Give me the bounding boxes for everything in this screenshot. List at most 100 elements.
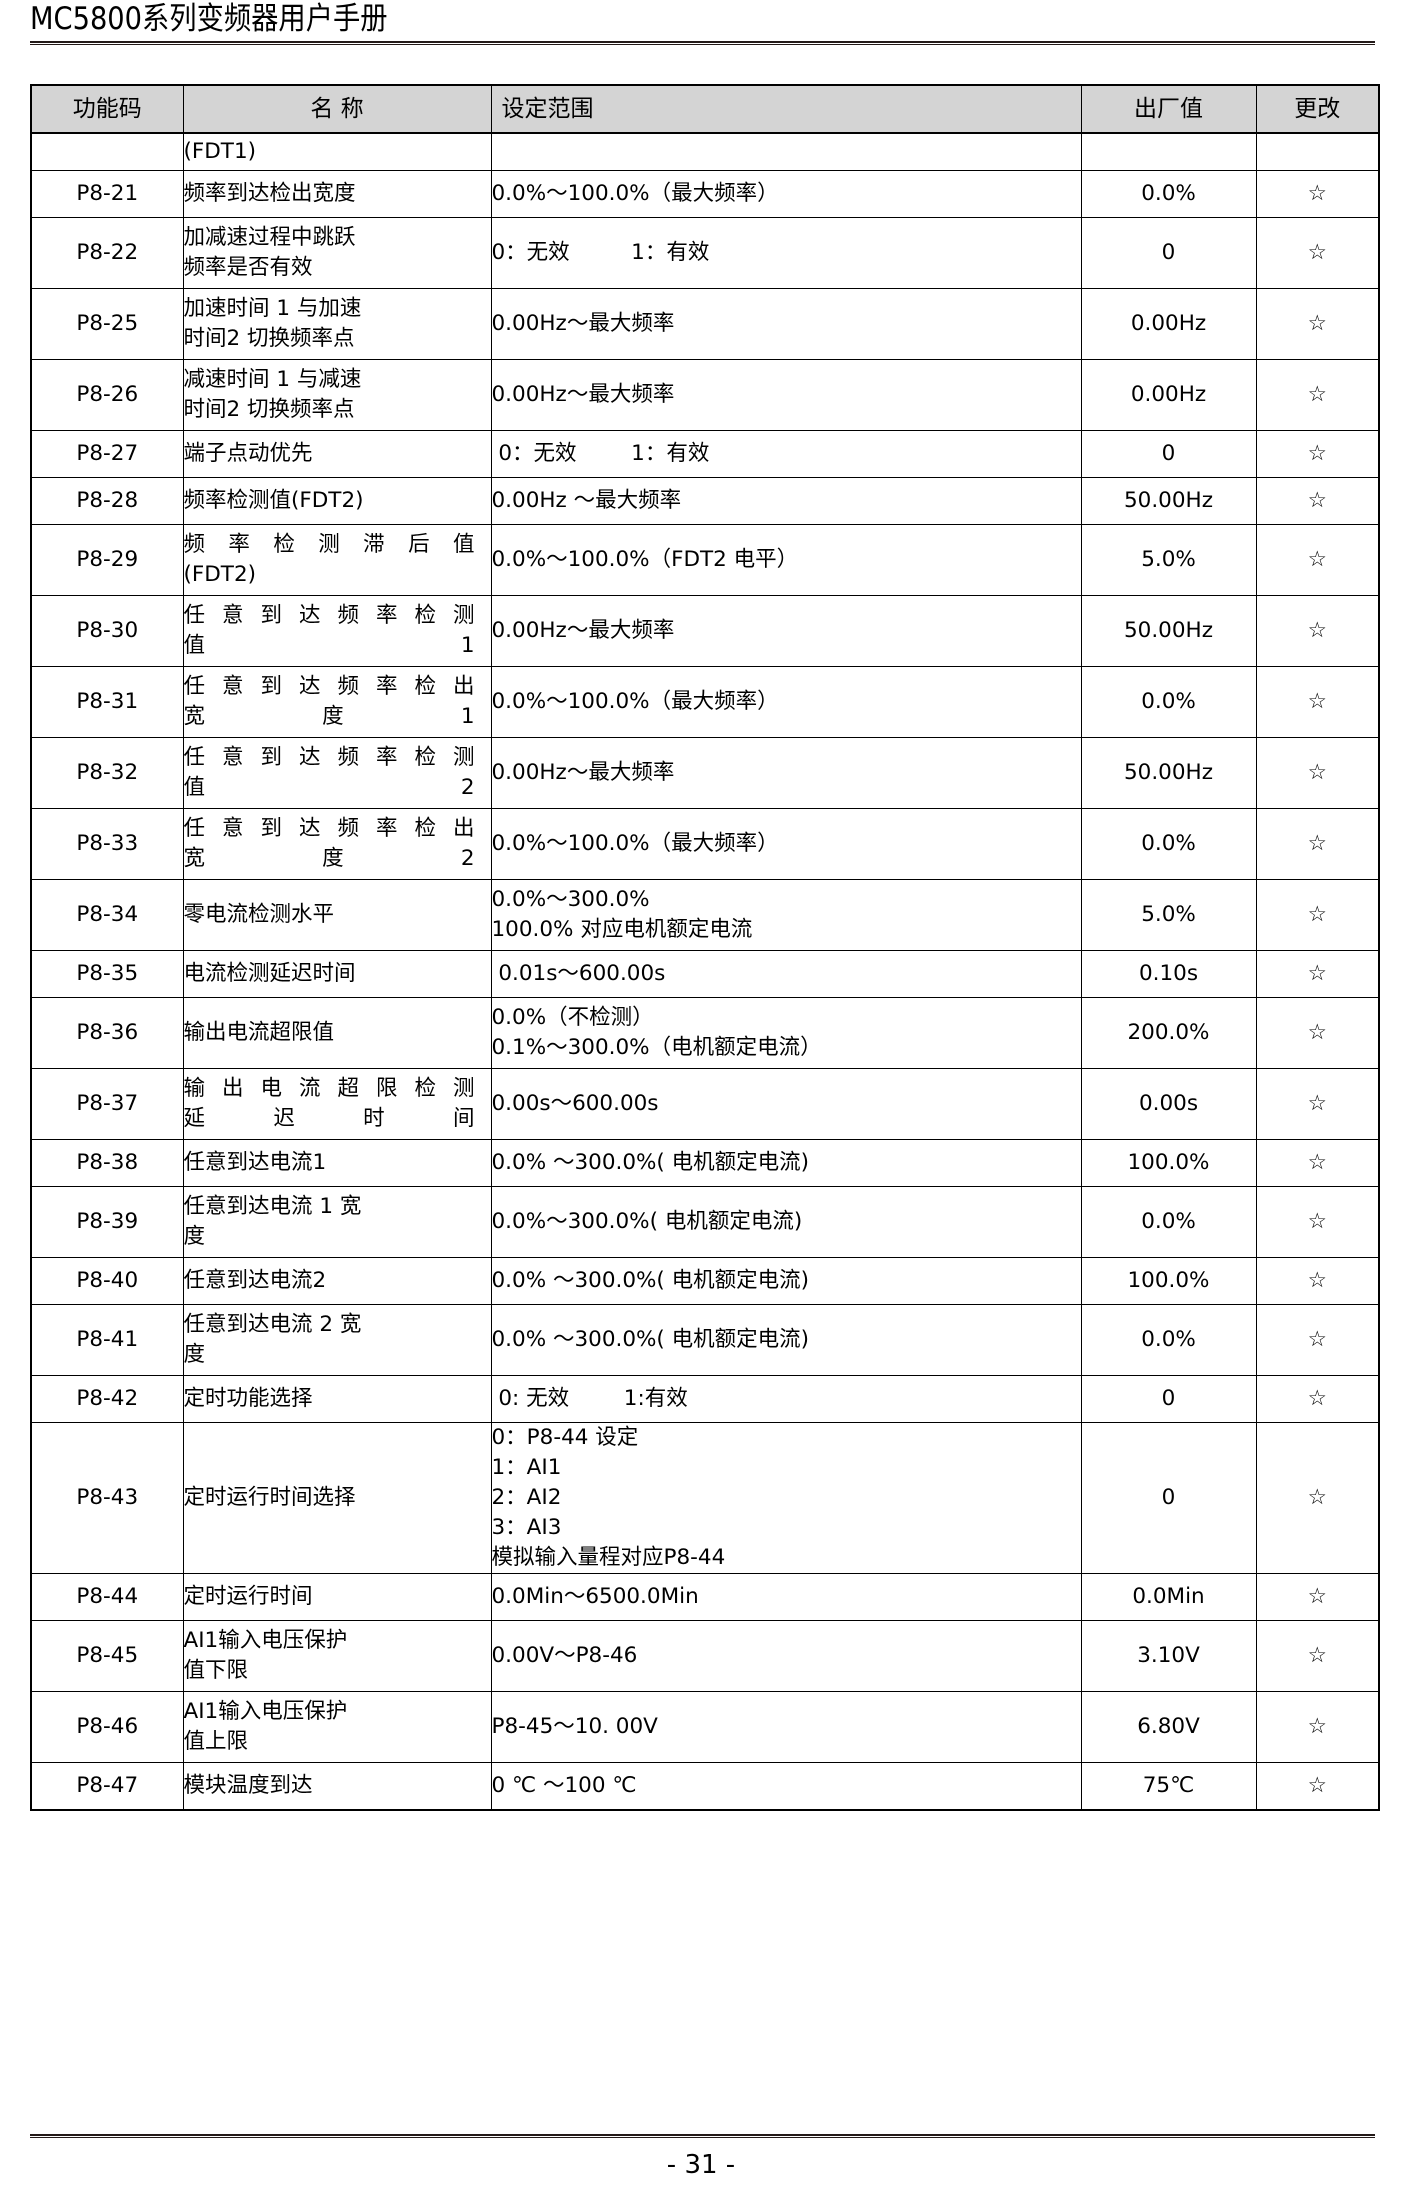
star-icon: ☆ [1307, 382, 1327, 407]
cell-parameter-name: 任 意 到 达 频 率 检 测值1 [182, 595, 492, 667]
cell-change-mark: ☆ [1255, 1573, 1380, 1621]
cell-parameter-name: 加减速过程中跳跃 频率是否有效 [182, 217, 492, 289]
star-icon: ☆ [1307, 760, 1327, 785]
cell-parameter-name-line: 任 意 到 达 频 率 检 测 [183, 745, 475, 770]
cell-parameter-name-line: 模块温度到达 [183, 1773, 313, 1798]
cell-factory-value: 100.0% [1080, 1257, 1257, 1305]
cell-factory-value: 50.00Hz [1080, 595, 1257, 667]
table-row: P8-47 模块温度到达 0 ℃ ～100 ℃ 75℃ ☆ [30, 1762, 1380, 1811]
cell-parameter-name-line: 值下限 [183, 1658, 249, 1683]
table-row: P8-36 输出电流超限值 0.0%（不检测） 0.1%～300.0%（电机额定电流）… [30, 997, 1380, 1069]
table-row: P8-26 减速时间 1 与减速 时间2 切换频率点 0.00Hz～最大频率 0.00H… [30, 359, 1380, 431]
table-row: P8-38 任意到达电流1 0.0% ～300.0%( 电机额定电流) 100.0% ☆ [30, 1139, 1380, 1187]
cell-setting-range-line: 0.00V～P8-46 [491, 1643, 638, 1668]
cell-parameter-name: 任意到达电流2 [182, 1257, 492, 1305]
cell-function-code: P8-39 [30, 1186, 184, 1258]
table-row: P8-40 任意到达电流2 0.0% ～300.0%( 电机额定电流) 100.0% ☆ [30, 1257, 1380, 1305]
cell-setting-range-line: 0: 无效 1:有效 [491, 1386, 688, 1411]
table-row: P8-43 定时运行时间选择 0：P8-44 设定 1：AI1 2：AI2 3：AI3 模拟… [30, 1422, 1380, 1574]
table-body: (FDT1) P8-21 频率到达检出宽度 0.0%～100.0%（最大频率） 0.0%… [30, 132, 1380, 1811]
cell-parameter-name-line: 任意到达电流 1 宽 [183, 1194, 362, 1219]
cell-parameter-name: 减速时间 1 与减速 时间2 切换频率点 [182, 359, 492, 431]
cell-change-mark: ☆ [1255, 217, 1380, 289]
cell-setting-range [490, 132, 1082, 171]
cell-change-mark: ☆ [1255, 997, 1380, 1069]
column-header-name: 名 称 [182, 84, 492, 134]
cell-function-code: P8-47 [30, 1762, 184, 1811]
cell-setting-range-line: 100.0% 对应电机额定电流 [491, 917, 753, 942]
table-row: P8-46 AI1输入电压保护 值上限 P8-45～10. 00V 6.80V ☆ [30, 1691, 1380, 1763]
star-icon: ☆ [1307, 488, 1327, 513]
cell-function-code: P8-35 [30, 950, 184, 998]
cell-setting-range-line: 0 ℃ ～100 ℃ [491, 1773, 637, 1798]
cell-factory-value: 0.0% [1080, 666, 1257, 738]
table-row: P8-32 任 意 到 达 频 率 检 测值2 0.00Hz～最大频率 50.00Hz… [30, 737, 1380, 809]
cell-function-code: P8-29 [30, 524, 184, 596]
cell-setting-range: 0.0%～100.0%（最大频率） [490, 666, 1082, 738]
cell-factory-value: 0.00Hz [1080, 359, 1257, 431]
cell-setting-range-line: 0.0%～300.0%( 电机额定电流) [491, 1209, 803, 1234]
table-row: P8-34 零电流检测水平 0.0%～300.0% 100.0% 对应电机额定电流 5.… [30, 879, 1380, 951]
cell-function-code: P8-33 [30, 808, 184, 880]
cell-parameter-name: 频 率 检 测 滞 后 值 (FDT2) [182, 524, 492, 596]
cell-parameter-name-line: 时间2 切换频率点 [183, 397, 355, 422]
cell-parameter-name-line: 时间2 切换频率点 [183, 326, 355, 351]
cell-function-code: P8-46 [30, 1691, 184, 1763]
table-row: P8-28 频率检测值(FDT2) 0.00Hz ～最大频率 50.00Hz ☆ [30, 477, 1380, 525]
star-icon: ☆ [1307, 1209, 1327, 1234]
star-icon: ☆ [1307, 1327, 1327, 1352]
cell-setting-range: 0.01s～600.00s [490, 950, 1082, 998]
cell-parameter-name-line: 度 [183, 1224, 206, 1249]
cell-setting-range: P8-45～10. 00V [490, 1691, 1082, 1763]
cell-factory-value: 0 [1080, 1375, 1257, 1423]
cell-factory-value: 50.00Hz [1080, 477, 1257, 525]
cell-setting-range: 0.0%～100.0%（FDT2 电平） [490, 524, 1082, 596]
star-icon: ☆ [1307, 1150, 1327, 1175]
star-icon: ☆ [1307, 441, 1327, 466]
cell-function-code: P8-28 [30, 477, 184, 525]
cell-setting-range-line: 0.00Hz～最大频率 [491, 382, 675, 407]
cell-parameter-name: 定时功能选择 [182, 1375, 492, 1423]
cell-factory-value: 5.0% [1080, 524, 1257, 596]
star-icon: ☆ [1307, 1268, 1327, 1293]
star-icon: ☆ [1307, 831, 1327, 856]
cell-parameter-name: 任意到达电流1 [182, 1139, 492, 1187]
table-head: 功能码 名 称 设定范围 出厂值 更改 [30, 84, 1380, 134]
column-header-setting-range: 设定范围 [490, 84, 1082, 134]
cell-factory-value: 0.0% [1080, 808, 1257, 880]
cell-parameter-name-line: 任意到达电流1 [183, 1150, 327, 1175]
cell-function-code: P8-31 [30, 666, 184, 738]
table-row: P8-45 AI1输入电压保护 值下限 0.00V～P8-46 3.10V ☆ [30, 1620, 1380, 1692]
cell-setting-range: 0 ℃ ～100 ℃ [490, 1762, 1082, 1811]
cell-parameter-name-line: 定时运行时间选择 [183, 1485, 356, 1510]
cell-parameter-name: 零电流检测水平 [182, 879, 492, 951]
table-row: P8-42 定时功能选择 0: 无效 1:有效 0 ☆ [30, 1375, 1380, 1423]
star-icon: ☆ [1307, 902, 1327, 927]
cell-parameter-name-line: 任意到达电流2 [183, 1268, 327, 1293]
column-header-name-label: 名 称 [310, 96, 364, 122]
cell-parameter-name: AI1输入电压保护 值下限 [182, 1620, 492, 1692]
cell-function-code: P8-32 [30, 737, 184, 809]
table-header-row: 功能码 名 称 设定范围 出厂值 更改 [30, 84, 1380, 134]
cell-function-code: P8-34 [30, 879, 184, 951]
cell-parameter-name: 输 出 电 流 超 限 检 测延迟时间 [182, 1068, 492, 1140]
column-header-change-label: 更改 [1294, 96, 1341, 122]
cell-setting-range: 0.00Hz ～最大频率 [490, 477, 1082, 525]
cell-parameter-name-line: 值1 [183, 633, 475, 658]
cell-factory-value: 5.0% [1080, 879, 1257, 951]
cell-parameter-name-line: 任 意 到 达 频 率 检 出 [183, 674, 475, 699]
cell-parameter-name-line: 电流检测延迟时间 [183, 961, 356, 986]
cell-change-mark: ☆ [1255, 1304, 1380, 1376]
cell-setting-range-line: 0.0%～300.0% [491, 887, 650, 912]
cell-setting-range: 0.00Hz～最大频率 [490, 288, 1082, 360]
cell-parameter-name-line: 度 [183, 1342, 206, 1367]
cell-change-mark: ☆ [1255, 1691, 1380, 1763]
table-row: P8-44 定时运行时间 0.0Min～6500.0Min 0.0Min ☆ [30, 1573, 1380, 1621]
cell-factory-value: 50.00Hz [1080, 737, 1257, 809]
star-icon: ☆ [1307, 1091, 1327, 1116]
cell-setting-range-line: 0.00Hz～最大频率 [491, 311, 675, 336]
cell-change-mark: ☆ [1255, 524, 1380, 596]
column-header-factory-value: 出厂值 [1080, 84, 1257, 134]
star-icon: ☆ [1307, 1584, 1327, 1609]
table-row: P8-35 电流检测延迟时间 0.01s～600.00s 0.10s ☆ [30, 950, 1380, 998]
